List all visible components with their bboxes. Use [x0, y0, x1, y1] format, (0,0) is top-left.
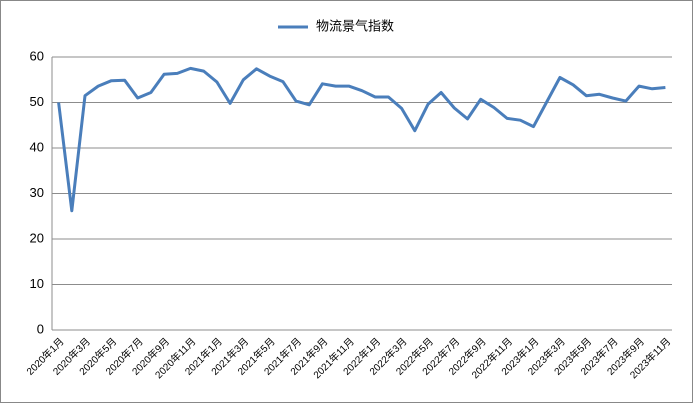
y-tick-label: 60	[30, 48, 44, 63]
y-tick-label: 20	[30, 230, 44, 245]
y-tick-label: 50	[30, 94, 44, 109]
legend-label: 物流景气指数	[316, 18, 394, 33]
y-tick-label: 30	[30, 185, 44, 200]
y-tick-label: 10	[30, 276, 44, 291]
data-line	[57, 66, 666, 213]
y-tick-label: 40	[30, 139, 44, 154]
y-tick-label: 0	[37, 321, 44, 336]
